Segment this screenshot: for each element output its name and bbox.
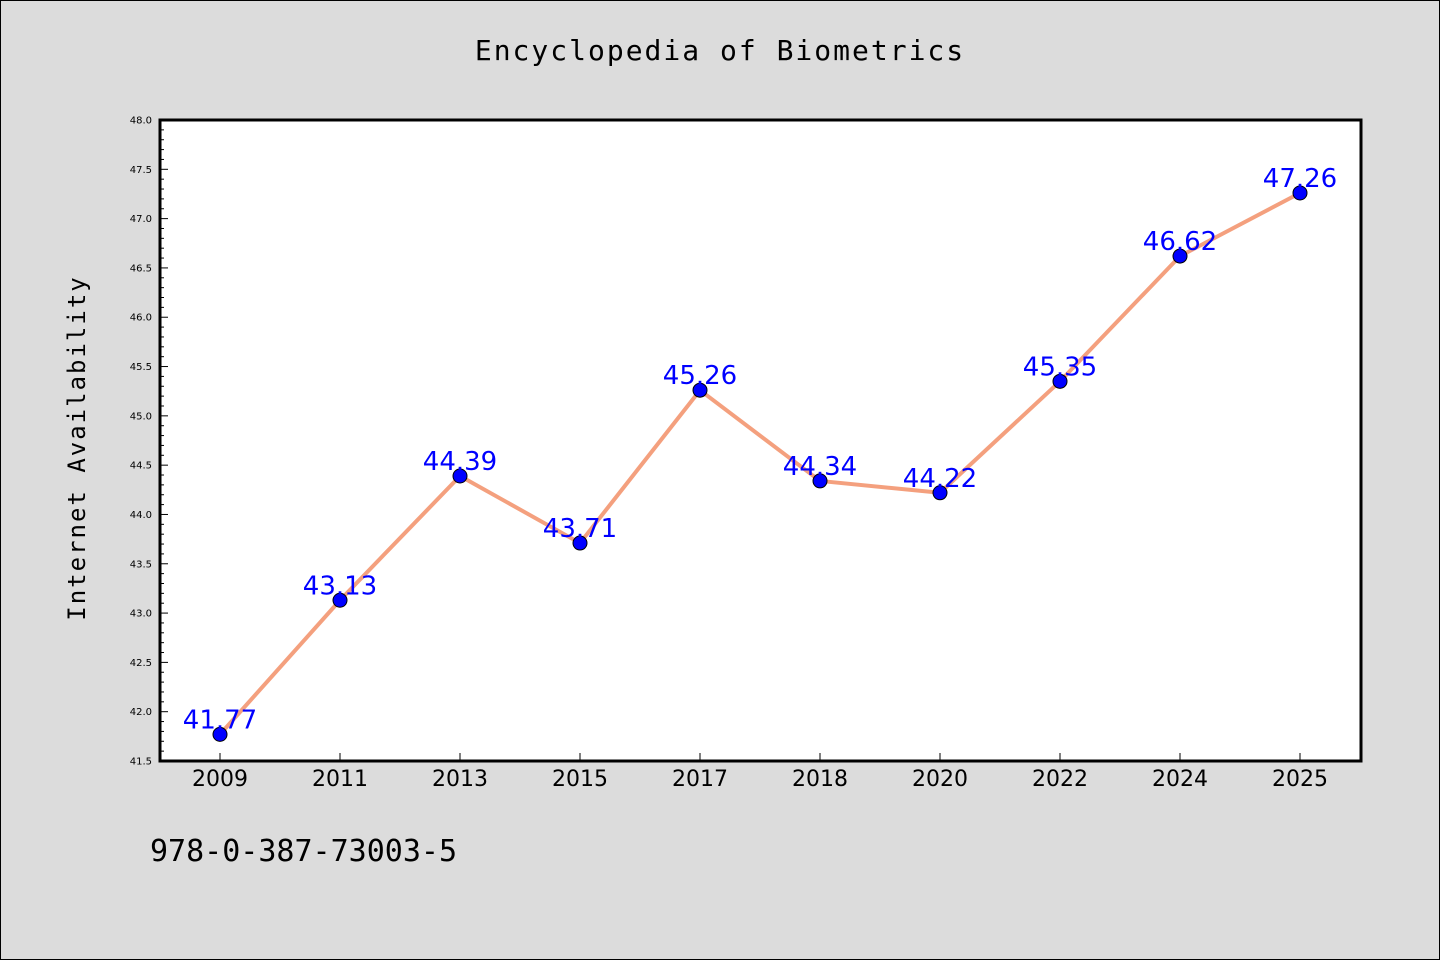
x-tick-label: 2017: [672, 767, 728, 792]
y-tick-label: 44.0: [130, 510, 152, 521]
y-tick-label: 45.0: [130, 411, 152, 422]
data-label: 43.13: [303, 571, 377, 601]
data-point: [1292, 185, 1308, 201]
y-axis-label: Internet Availability: [63, 275, 91, 620]
x-axis: 2009 2011 2013 2015 2017 2018 2020 2022 2024 2025: [192, 753, 1328, 792]
data-series: 41.77 43.13 44.39 43.71 45.26 44.34 44.22 45.35…: [183, 164, 1337, 742]
data-label: 41.77: [183, 705, 257, 735]
data-point: [572, 535, 588, 551]
y-tick-label: 47.5: [130, 165, 152, 176]
x-tick-label: 2015: [552, 767, 608, 792]
data-point: [332, 592, 348, 608]
y-tick-label: 42.0: [130, 707, 152, 718]
data-label: 47.26: [1263, 164, 1337, 194]
y-tick-label: 43.0: [130, 609, 152, 620]
x-tick-label: 2009: [192, 767, 248, 792]
x-tick-label: 2011: [312, 767, 368, 792]
x-tick-label: 2025: [1272, 767, 1328, 792]
data-point: [212, 726, 228, 742]
x-tick-label: 2022: [1032, 767, 1088, 792]
data-label: 43.71: [543, 514, 617, 544]
y-tick-label: 45.5: [130, 362, 152, 373]
y-tick-label: 42.5: [130, 658, 152, 669]
data-label: 44.34: [783, 452, 857, 482]
y-tick-label: 46.5: [130, 263, 152, 274]
x-tick-label: 2018: [792, 767, 848, 792]
data-point: [452, 468, 468, 484]
data-point: [812, 473, 828, 489]
series-line: [218, 190, 1302, 737]
y-axis: 41.5 42.0 42.5 43.0 43.5 44.0 44.5 45.0 45.5 46.0…: [130, 116, 168, 768]
x-tick-label: 2024: [1152, 767, 1208, 792]
data-point: [692, 382, 708, 398]
data-label: 44.39: [423, 447, 497, 477]
y-tick-label: 41.5: [130, 757, 152, 768]
data-label: 45.35: [1023, 352, 1097, 382]
data-label: 46.62: [1143, 227, 1217, 257]
y-tick-label: 46.0: [130, 313, 152, 324]
x-tick-label: 2020: [912, 767, 968, 792]
chart-title: Encyclopedia of Biometrics: [474, 34, 966, 67]
data-point: [1052, 373, 1068, 389]
data-point: [932, 485, 948, 501]
footer-isbn: 978-0-387-73003-5: [150, 834, 458, 869]
y-tick-label: 48.0: [130, 116, 152, 127]
data-label: 45.26: [663, 361, 737, 391]
x-tick-label: 2013: [432, 767, 488, 792]
y-tick-label: 47.0: [130, 214, 152, 225]
data-label: 44.22: [903, 464, 977, 494]
plot-area: [158, 118, 1363, 763]
y-tick-label: 43.5: [130, 559, 152, 570]
data-point: [1172, 248, 1188, 264]
y-tick-label: 44.5: [130, 461, 152, 472]
